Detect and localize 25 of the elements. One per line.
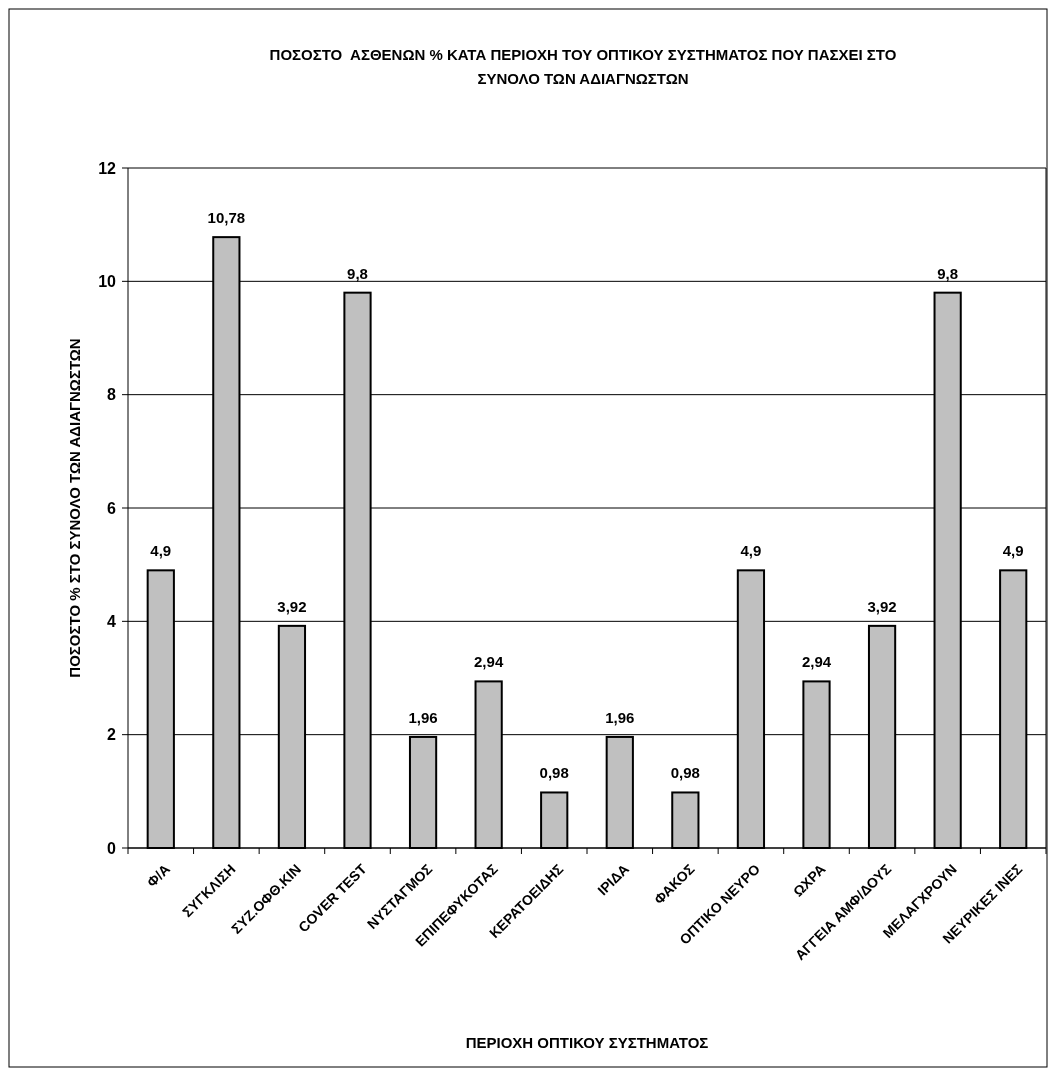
y-tick-label: 0 xyxy=(107,839,117,857)
data-label: 10,78 xyxy=(207,209,246,227)
y-tick-label: 6 xyxy=(107,499,117,517)
data-label: 0,98 xyxy=(539,764,569,782)
data-label: 4,9 xyxy=(740,542,762,560)
data-label: 9,8 xyxy=(937,264,959,282)
data-label: 9,8 xyxy=(347,264,368,282)
x-tick-label: Φ/Α xyxy=(143,860,173,891)
data-label: 3,92 xyxy=(277,597,307,615)
data-label: 1,96 xyxy=(408,708,438,726)
data-label: 2,94 xyxy=(801,653,832,671)
y-tick-label: 2 xyxy=(107,726,117,744)
y-tick-label: 10 xyxy=(98,272,117,290)
y-tick-label: 4 xyxy=(107,612,117,630)
y-tick-label: 12 xyxy=(98,159,117,177)
data-label: 0,98 xyxy=(670,764,700,782)
chart-title: ΠΟΣΟΣΤΟ ΑΣΘΕΝΩΝ % ΚΑΤΑ ΠΕΡΙΟΧΗ ΤΟΥ ΟΠΤΙΚΟΥ ΣΥΣΤΗΜΑΤΟΣ ΠΟΥ ΠΑΣΧΕΙ ΣΤΟ ΣΥΝΟΛΟ ΤΩΝ ΑΔΙΑΓΝΩΣΤΩΝ xyxy=(269,46,897,87)
data-label: 4,9 xyxy=(1002,542,1024,560)
y-tick-label: 8 xyxy=(107,386,117,404)
data-label: 3,92 xyxy=(867,597,897,615)
y-axis-title: ΠΟΣΟΣΤΟ % ΣΤΟ ΣΥΝΟΛΟ ΤΩΝ ΑΔΙΑΓΝΩΣΤΩΝ xyxy=(66,338,83,678)
x-axis-title: ΠΕΡΙΟΧΗ ΟΠΤΙΚΟΥ ΣΥΣΤΗΜΑΤΟΣ xyxy=(465,1034,709,1051)
data-label: 1,96 xyxy=(605,708,635,726)
data-label: 2,94 xyxy=(474,653,504,671)
data-label: 4,9 xyxy=(150,542,172,560)
